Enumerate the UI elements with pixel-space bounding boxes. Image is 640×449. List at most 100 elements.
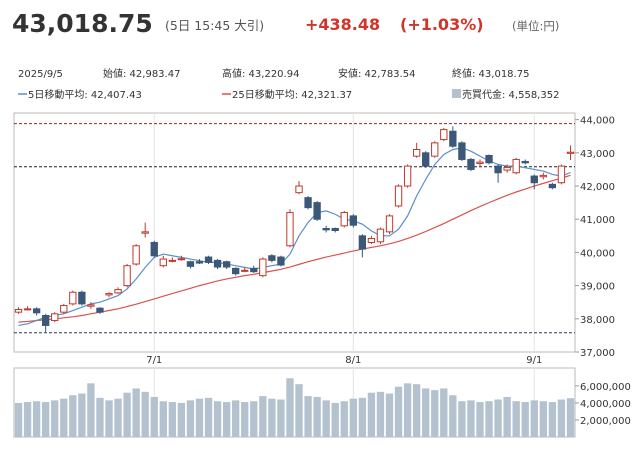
volume-bar xyxy=(521,402,529,437)
candle-body xyxy=(476,161,484,164)
candle-body xyxy=(557,165,566,184)
x-tick-label: 9/1 xyxy=(526,355,542,366)
legend-text: 5日移動平均: 42,407.43 xyxy=(28,88,142,101)
y-tick-label: 39,000 xyxy=(580,282,615,293)
y-tick-label: 4,000,000 xyxy=(580,399,631,410)
volume-bar xyxy=(51,400,59,437)
candle-body xyxy=(322,228,330,231)
y-tick-label: 37,000 xyxy=(580,348,615,359)
volume-bar xyxy=(476,402,484,437)
candle-body xyxy=(69,291,77,305)
y-tick-label: 41,000 xyxy=(580,215,615,226)
candle-body xyxy=(195,261,204,264)
volume-bar xyxy=(494,399,502,437)
volume-bar xyxy=(168,402,177,437)
candle-body xyxy=(422,152,430,167)
candle-body xyxy=(250,267,258,273)
candle-body xyxy=(539,174,547,178)
y-tick-label: 44,000 xyxy=(580,116,615,127)
volume-bar xyxy=(159,401,167,437)
candle-body xyxy=(96,307,104,313)
volume-bar xyxy=(277,399,285,437)
candle-body xyxy=(204,256,213,263)
volume-bar xyxy=(250,401,258,437)
candle-body xyxy=(521,160,529,164)
volume-bar xyxy=(150,396,158,437)
volume-bar xyxy=(422,388,430,437)
candle-body xyxy=(503,166,511,171)
candle-body xyxy=(78,291,86,305)
candle-body xyxy=(150,241,158,257)
candle-body xyxy=(14,309,23,313)
volume-bar xyxy=(458,401,466,437)
legend-text: 売買代金: 4,558,352 xyxy=(462,88,559,101)
volume-bar xyxy=(467,400,475,437)
candle-body xyxy=(494,165,502,174)
candle-body xyxy=(512,158,520,174)
volume-bar xyxy=(394,386,403,437)
volume-bar xyxy=(548,402,557,437)
volume-bar xyxy=(32,401,41,437)
price: 43,018.75 xyxy=(12,9,153,38)
volume-bar xyxy=(349,398,357,437)
candle-body xyxy=(141,231,149,234)
volume-bar xyxy=(195,398,204,437)
candle-body xyxy=(440,129,448,141)
candle-body xyxy=(340,212,348,227)
change-pct: (+1.03%) xyxy=(400,15,484,34)
volume-bar xyxy=(412,384,421,437)
candle-body xyxy=(295,185,303,194)
candle-body xyxy=(358,235,367,250)
candle-body xyxy=(376,228,385,243)
stat: 終値: 43,018.75 xyxy=(452,67,529,80)
candle-body xyxy=(222,261,231,268)
volume-bar xyxy=(295,384,303,437)
volume-bar xyxy=(96,397,104,437)
candle-body xyxy=(186,261,195,267)
volume-bar xyxy=(340,401,348,437)
candle-body xyxy=(241,269,249,272)
volume-bar xyxy=(241,402,249,437)
x-tick-label: 8/1 xyxy=(345,355,361,366)
candle-body xyxy=(268,255,276,261)
volume-bar xyxy=(376,391,385,437)
legend-text: 25日移動平均: 42,321.37 xyxy=(232,88,352,101)
candle-body xyxy=(449,130,457,147)
volume-bar xyxy=(114,398,122,437)
volume-bar xyxy=(440,388,448,437)
volume-bar xyxy=(485,401,493,437)
volume-bar xyxy=(177,402,186,437)
volume-bar xyxy=(204,397,213,437)
moving-average-line xyxy=(18,174,571,323)
candle-body xyxy=(467,158,475,170)
volume-bar xyxy=(449,395,457,437)
candle-body xyxy=(566,151,575,154)
volume-bar xyxy=(42,402,50,437)
candle-body xyxy=(42,314,50,326)
volume-bar xyxy=(14,402,23,437)
volume-bar xyxy=(87,383,95,437)
volume-bar xyxy=(385,393,394,437)
stat: 高値: 43,220.94 xyxy=(222,67,299,80)
candle-body xyxy=(458,142,466,160)
volume-bar xyxy=(213,401,222,437)
candle-body xyxy=(530,175,538,184)
volume-bar xyxy=(358,397,367,437)
candle-body xyxy=(177,258,186,261)
price-frame xyxy=(13,112,576,353)
y-tick-label: 42,000 xyxy=(580,182,615,193)
volume-bar xyxy=(132,388,140,437)
candle-body xyxy=(105,293,113,296)
volume-bar xyxy=(304,396,312,437)
volume-bar xyxy=(503,396,511,437)
volume-bar xyxy=(530,400,538,437)
volume-bar xyxy=(259,396,267,437)
candle-body xyxy=(32,308,41,314)
moving-average-line xyxy=(18,147,571,327)
candle-body xyxy=(277,256,285,266)
change: +438.48 xyxy=(305,15,380,34)
volume-bar xyxy=(69,395,77,437)
date: 2025/9/5 xyxy=(18,69,63,80)
volume-bar xyxy=(78,393,86,437)
